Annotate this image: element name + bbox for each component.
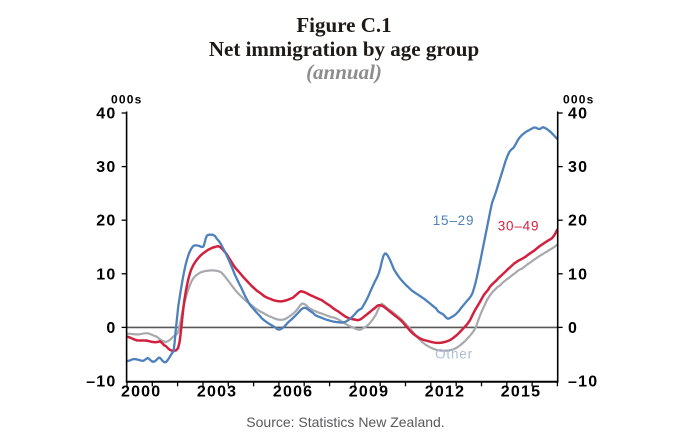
svg-text:10: 10 — [568, 266, 588, 283]
svg-text:30–49: 30–49 — [498, 219, 540, 234]
svg-text:40: 40 — [96, 106, 116, 123]
svg-text:15–29: 15–29 — [433, 213, 475, 228]
svg-text:30: 30 — [96, 159, 116, 176]
svg-text:2003: 2003 — [197, 384, 237, 401]
svg-text:20: 20 — [96, 213, 116, 230]
svg-text:Other: Other — [435, 347, 473, 362]
svg-text:10: 10 — [96, 266, 116, 283]
svg-text:20: 20 — [568, 213, 588, 230]
svg-text:2006: 2006 — [273, 384, 313, 401]
svg-text:30: 30 — [568, 159, 588, 176]
svg-text:0: 0 — [106, 320, 116, 337]
svg-text:000s: 000s — [111, 93, 143, 107]
svg-text:2015: 2015 — [501, 384, 541, 401]
svg-text:–10: –10 — [86, 374, 116, 391]
svg-text:40: 40 — [568, 106, 588, 123]
svg-text:–10: –10 — [568, 374, 598, 391]
svg-text:2000: 2000 — [121, 384, 161, 401]
svg-text:0: 0 — [568, 320, 578, 337]
svg-text:000s: 000s — [563, 93, 595, 107]
svg-text:2012: 2012 — [425, 384, 465, 401]
svg-text:2009: 2009 — [349, 384, 389, 401]
